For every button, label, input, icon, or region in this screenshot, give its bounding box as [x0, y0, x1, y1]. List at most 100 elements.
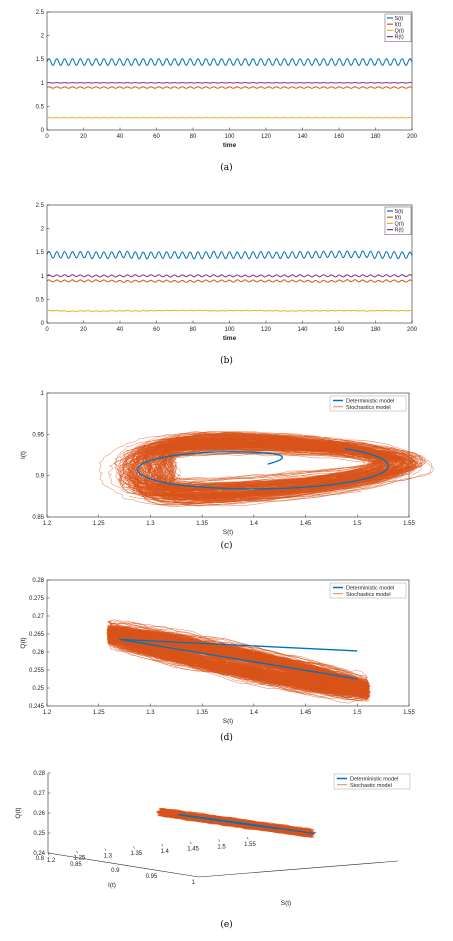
s-tick-mark [161, 843, 164, 847]
series-group [46, 58, 413, 119]
q-tick-label: 0.25 [33, 831, 45, 837]
s-tick-label: 1.3 [104, 853, 113, 859]
y-tick-label: 0.275 [29, 596, 45, 602]
legend-entry-deterministic: Deterministic model [346, 586, 394, 592]
x-tick-label: 1.35 [196, 710, 208, 716]
x-axis-label: time [223, 335, 237, 342]
s-tick-label: 1.5 [217, 844, 226, 850]
stochastic-paths [98, 430, 434, 507]
y-tick-label: 2.5 [36, 10, 45, 16]
legend-entry: I(t) [395, 215, 402, 221]
i-tick-label: 0.8 [36, 856, 45, 862]
stochastic-path [165, 431, 377, 491]
phase-plot-s-i: 1.2 1.25 1.3 1.35 1.4 1.45 1.5 1.55 0.85 0.9 0.95 1… [20, 391, 434, 536]
legend-box [333, 773, 411, 790]
x-axis-label: S(t) [223, 529, 233, 536]
y-tick-label: 1.5 [36, 57, 45, 63]
s-tick-mark [133, 846, 135, 849]
x-tick-label: 1.2 [43, 521, 52, 527]
y-tick-label: 0 [41, 321, 45, 327]
q-tick-label: 0.27 [33, 791, 45, 797]
panel-d: 1.2 1.25 1.3 1.35 1.4 1.45 1.5 1.55 0.245 0.25 0.2… [0, 572, 453, 727]
deterministic-trajectory [119, 638, 358, 680]
legend-entry: S(t) [395, 209, 404, 215]
x-tick-label: 1.25 [93, 710, 105, 716]
series-line-Qt [46, 309, 413, 312]
x-tick-label: 1.2 [43, 710, 52, 716]
y-tick-label: 1 [41, 391, 45, 397]
panel-label-b: (b) [220, 356, 233, 366]
s-tick-label: 1.4 [161, 849, 170, 855]
plot-area [46, 204, 413, 324]
series-group [46, 250, 413, 312]
legend-entry: R(t) [395, 35, 404, 41]
legend-entry-deterministic: Deterministic model [350, 777, 398, 783]
panel-label-a: (a) [220, 163, 233, 173]
s-tick-mark [104, 848, 107, 852]
y-tick-label: 0.27 [32, 614, 44, 620]
x-tick-label: 200 [407, 134, 418, 140]
time-series-chart-a: 0 20 40 60 80 100 120 140 160 180 200 0 0.5 1 1.5 2 2.5 t… [36, 10, 418, 149]
x-tick-label: 20 [80, 327, 87, 333]
phase-plot-3d: 1.2 1.25 1.3 1.35 1.4 1.45 1.5 1.55 0.8 0.85 0.9 0.… [15, 771, 411, 907]
q-axis-label: Q(t) [15, 807, 22, 818]
time-series-chart-b: 0 20 40 60 80 100 120 140 160 180 200 0 0.5 1 1.5 2 2.5 t… [36, 203, 418, 342]
x-axis-label: S(t) [223, 718, 233, 725]
x-tick-label: 180 [370, 134, 381, 140]
series-line-Rt [46, 274, 413, 278]
deterministic-trajectory [136, 448, 389, 490]
panel-a: 0 20 40 60 80 100 120 140 160 180 200 0 0.5 1 1.5 2 2.5 t… [0, 0, 453, 150]
y-tick-label: 2.5 [36, 203, 45, 209]
panel-label-e: (e) [220, 920, 233, 930]
s-tick-mark [47, 852, 50, 856]
panel-e: 1.2 1.25 1.3 1.35 1.4 1.45 1.5 1.55 0.8 0.85 0.9 0.… [0, 765, 453, 915]
i-axis-label: I(t) [108, 882, 116, 889]
stochastic-path [107, 620, 370, 687]
x-tick-label: 1.3 [146, 521, 155, 527]
x-tick-label: 1.25 [93, 521, 105, 527]
y-tick-label: 0.25 [32, 686, 44, 692]
x-tick-label: 120 [261, 327, 272, 333]
i-tick-label: 0.85 [70, 862, 82, 868]
axes-3d: 1.2 1.25 1.3 1.35 1.4 1.45 1.5 1.55 0.8 0.85 0.9 0.… [15, 771, 399, 907]
stochastic-path [158, 814, 312, 838]
phase-plot-s-q: 1.2 1.25 1.3 1.35 1.4 1.45 1.5 1.55 0.245 0.25 0.2… [20, 578, 415, 725]
y-tick-label: 0.255 [29, 668, 45, 674]
legend-entry-stochastic: Stochastics model [346, 405, 391, 411]
q-tick-label: 0.24 [33, 851, 45, 857]
y-tick-label: 0.265 [29, 632, 45, 638]
y-tick-label: 1.5 [36, 250, 45, 256]
y-tick-label: 0.28 [32, 578, 44, 584]
y-tick-label: 2 [41, 227, 45, 233]
x-tick-label: 20 [80, 134, 87, 140]
i-tick-label: 0.9 [111, 868, 120, 874]
x-axis-label: time [223, 142, 237, 149]
legend: S(t)I(t)Q(t)R(t) [384, 206, 412, 235]
stochastic-path [137, 434, 389, 505]
panel-b: 0 20 40 60 80 100 120 140 160 180 200 0 0.5 1 1.5 2 2.5 t… [0, 193, 453, 343]
y-tick-label: 0.5 [36, 297, 45, 303]
legend-entry-stochastic: Stochastics model [346, 592, 391, 598]
i-axis-line [47, 852, 200, 878]
series-line-St [46, 58, 413, 66]
x-tick-label: 200 [407, 327, 418, 333]
s-tick-mark [76, 850, 78, 854]
x-tick-label: 80 [190, 327, 197, 333]
s-tick-label: 1.2 [47, 858, 56, 864]
y-tick-label: 1 [41, 81, 45, 87]
x-tick-label: 0 [45, 134, 49, 140]
legend-entry-stochastic: Stochastic model [350, 783, 392, 789]
legend-entry: I(t) [395, 22, 402, 28]
panel-c: 1.2 1.25 1.3 1.35 1.4 1.45 1.5 1.55 0.85 0.9 0.95 1… [0, 385, 453, 536]
x-tick-label: 140 [297, 134, 308, 140]
s-tick-mark [218, 839, 220, 842]
legend-entry: R(t) [395, 228, 404, 234]
legend-box [329, 582, 407, 599]
x-tick-label: 1.35 [196, 521, 208, 527]
x-tick-label: 0 [45, 327, 49, 333]
y-tick-label: 0.5 [36, 104, 45, 110]
legend-entry: S(t) [395, 16, 404, 22]
x-tick-label: 100 [224, 134, 235, 140]
y-tick-label: 0.95 [32, 432, 44, 438]
